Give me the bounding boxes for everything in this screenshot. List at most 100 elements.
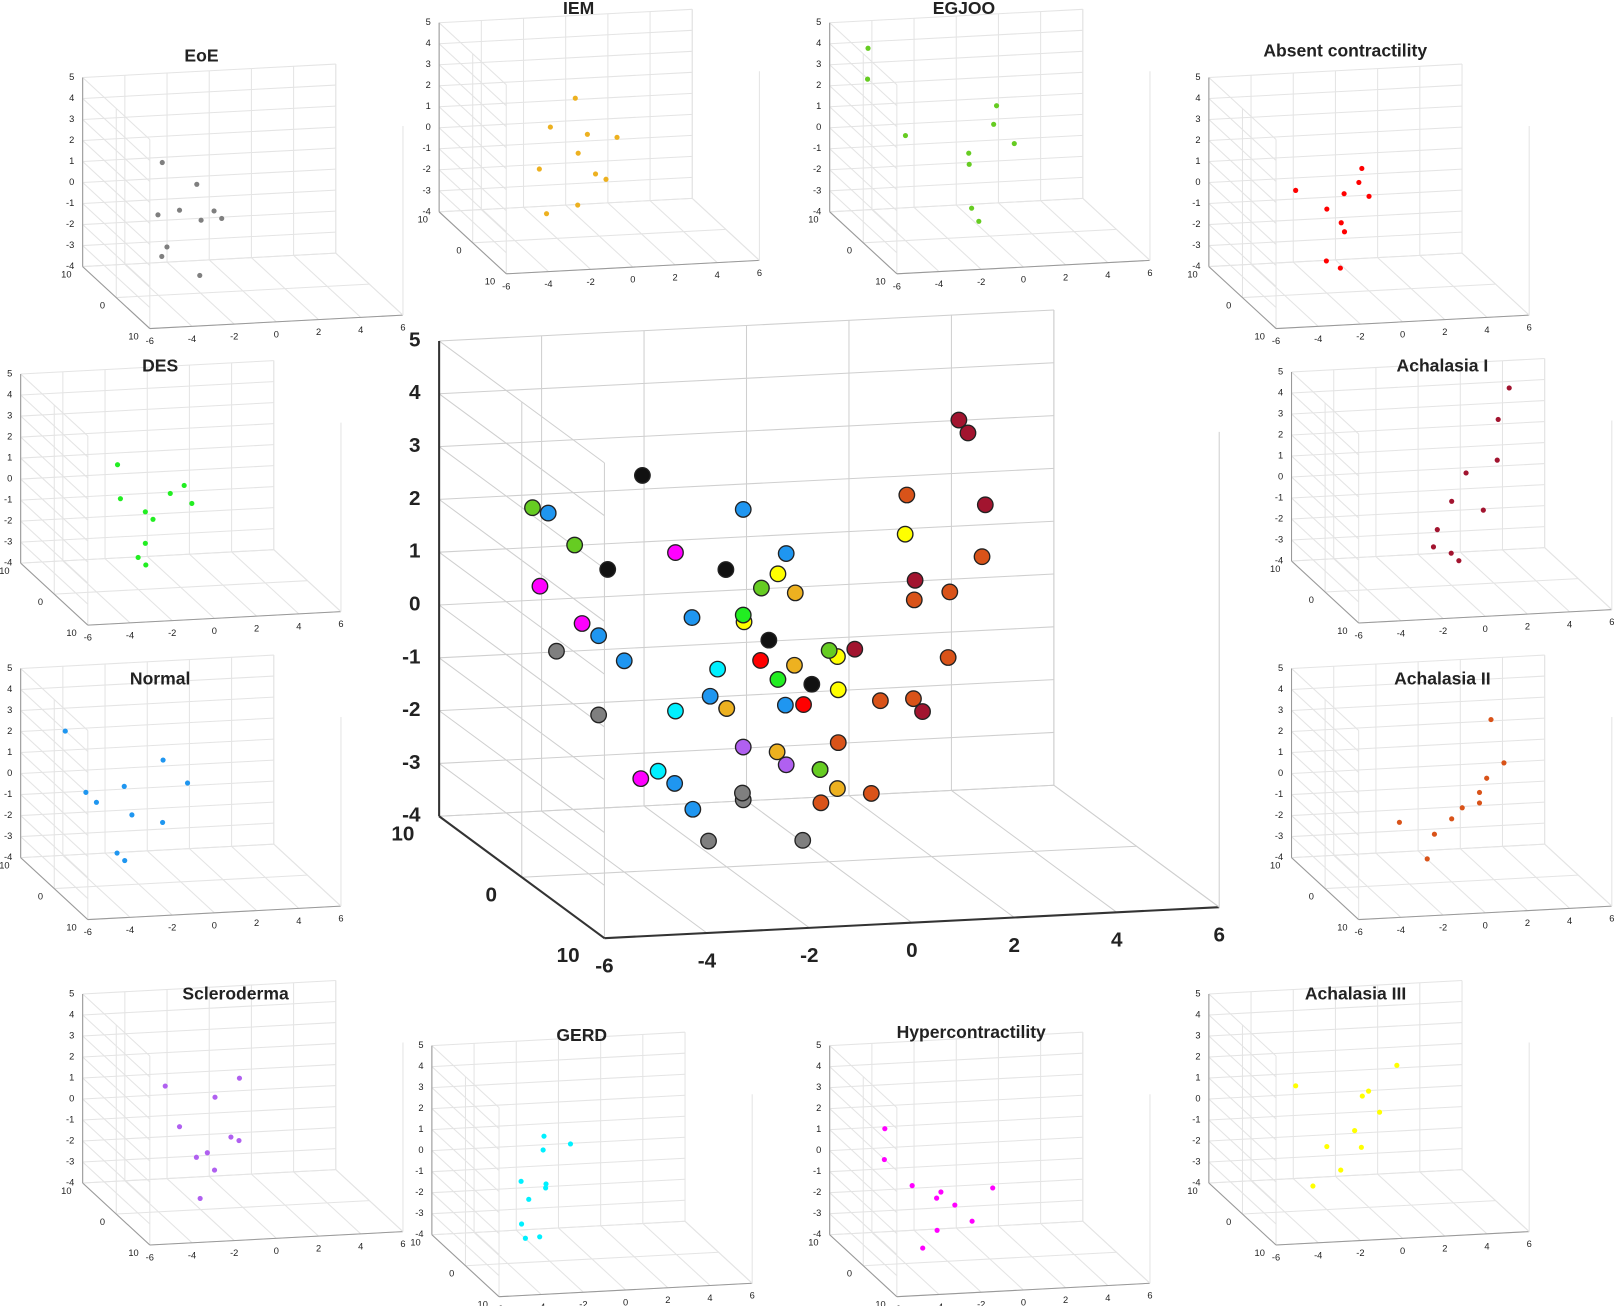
grid-line — [431, 1052, 686, 1068]
grid-line — [82, 84, 336, 100]
z-tick-label: 0 — [418, 1145, 423, 1155]
x-tick-label: 4 — [1111, 929, 1123, 952]
data-point — [1424, 856, 1430, 862]
grid-line — [1208, 182, 1277, 245]
grid-line — [20, 843, 274, 859]
grid-line — [829, 1066, 898, 1130]
grid-line — [20, 478, 89, 542]
data-point — [701, 687, 719, 705]
z-tick-label: 1 — [418, 1124, 423, 1134]
grid-line — [20, 541, 89, 605]
z-tick-label: -2 — [813, 1187, 821, 1197]
panel: -4 -3 -2 -1 0 1 2 3 4 5 -6 -4 -2 0 2 4 6 10 0 10 Achalasia I — [1270, 355, 1614, 640]
data-point — [1310, 1183, 1316, 1189]
x-tick-label: -6 — [84, 927, 92, 937]
grid-line — [82, 119, 151, 182]
grid-line — [1208, 63, 1463, 79]
grid-line — [20, 507, 274, 522]
x-tick-label: 6 — [1527, 323, 1532, 333]
y-tick-label: 0 — [1309, 595, 1314, 605]
data-point — [717, 561, 735, 579]
panel-title: Scleroderma — [182, 984, 289, 1004]
grid-line — [116, 1200, 370, 1215]
y-tick-label: 10 — [557, 944, 580, 967]
x-tick-label: 6 — [400, 323, 405, 333]
panel-title: Absent contractility — [1263, 40, 1427, 60]
data-point — [896, 525, 914, 543]
y-tick-label: 0 — [100, 300, 105, 310]
z-tick-label: -4 — [66, 261, 74, 271]
data-point — [566, 536, 584, 554]
z-tick-label: -2 — [422, 164, 430, 174]
grid-line — [20, 654, 274, 670]
grid-line — [829, 190, 898, 254]
x-tick-label: -6 — [502, 281, 510, 291]
x-tick-label: -6 — [1272, 336, 1280, 346]
data-point — [882, 1126, 888, 1132]
data-point — [846, 640, 864, 658]
y-tick-label: 10 — [0, 566, 10, 576]
z-tick-label: -1 — [66, 198, 74, 208]
x-tick-label: -6 — [146, 1253, 154, 1263]
grid-line — [1208, 161, 1277, 224]
panel-title: GERD — [556, 1025, 607, 1045]
grid-line — [431, 1213, 500, 1277]
data-point — [633, 466, 651, 484]
x-axis — [896, 1282, 1151, 1298]
grid-line — [829, 134, 1083, 150]
z-tick-label: -4 — [4, 558, 12, 568]
data-point — [734, 500, 752, 518]
grid-line — [829, 1192, 898, 1256]
x-tick-label: -4 — [126, 925, 134, 935]
grid-line — [829, 85, 898, 149]
data-point — [155, 212, 161, 218]
x-tick-label: -4 — [935, 279, 943, 289]
data-point — [752, 652, 770, 669]
data-point — [1337, 265, 1343, 271]
z-tick-label: 5 — [1195, 988, 1200, 998]
z-tick-label: 2 — [1195, 135, 1200, 145]
data-point — [632, 770, 650, 788]
z-tick-label: 4 — [1195, 1009, 1200, 1019]
grid-line — [1291, 843, 1545, 859]
grid-line — [829, 1052, 1083, 1068]
data-point — [524, 499, 541, 517]
x-tick-label: -6 — [595, 955, 613, 978]
y-axis — [1291, 560, 1360, 624]
panel: -4 -3 -2 -1 0 1 2 3 4 5 -6 -4 -2 0 2 4 6 10 0 10 IEM — [418, 0, 762, 291]
data-point — [590, 706, 608, 724]
grid-line — [439, 50, 693, 66]
grid-line — [439, 92, 693, 108]
grid-line — [438, 763, 605, 886]
data-point — [537, 1234, 543, 1240]
grid-line — [438, 393, 605, 517]
grid-line — [1208, 1035, 1277, 1099]
z-tick-label: 5 — [816, 1040, 821, 1050]
grid-line — [1325, 874, 1579, 890]
grid-line — [829, 1150, 898, 1214]
z-tick-label: -2 — [813, 164, 821, 174]
data-point — [543, 211, 550, 217]
data-point — [776, 696, 794, 714]
grid-line — [431, 1199, 686, 1215]
data-point — [1293, 1083, 1299, 1089]
z-tick-label: 5 — [418, 1040, 423, 1050]
data-point — [1341, 191, 1347, 197]
data-point — [573, 615, 591, 632]
grid-line — [829, 29, 1083, 45]
grid-line — [438, 43, 507, 107]
z-tick-label: -3 — [1275, 831, 1283, 841]
x-tick-label: -4 — [188, 334, 196, 344]
data-point — [575, 202, 581, 208]
z-tick-label: -3 — [813, 185, 821, 195]
data-point — [1365, 1088, 1372, 1094]
box-edge — [273, 843, 342, 907]
x-tick-label: -4 — [1397, 628, 1405, 638]
data-point — [1456, 558, 1462, 564]
box-edge — [335, 252, 404, 316]
x-tick-label: 4 — [1484, 1241, 1489, 1251]
data-point — [1434, 527, 1440, 533]
z-tick-label: 4 — [1195, 93, 1200, 103]
data-point — [135, 554, 141, 561]
data-point — [159, 159, 165, 166]
